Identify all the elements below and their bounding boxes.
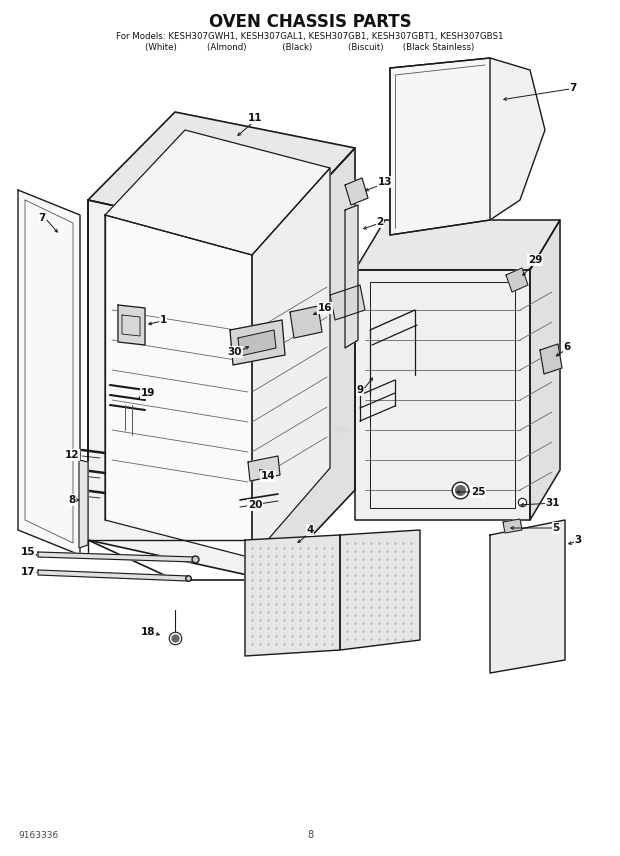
Text: 15: 15 xyxy=(20,547,35,557)
Text: 20: 20 xyxy=(248,500,262,510)
Text: 25: 25 xyxy=(471,487,485,497)
Polygon shape xyxy=(18,190,80,555)
Polygon shape xyxy=(506,268,528,292)
Text: 13: 13 xyxy=(378,177,392,187)
Polygon shape xyxy=(88,200,270,580)
Polygon shape xyxy=(330,285,365,320)
Text: OVEN CHASSIS PARTS: OVEN CHASSIS PARTS xyxy=(209,13,411,31)
Polygon shape xyxy=(490,520,565,673)
Polygon shape xyxy=(530,220,560,520)
Polygon shape xyxy=(355,270,530,520)
Polygon shape xyxy=(88,112,355,240)
Text: 9: 9 xyxy=(356,385,363,395)
Polygon shape xyxy=(245,535,340,656)
Polygon shape xyxy=(238,330,276,356)
Polygon shape xyxy=(79,460,88,548)
Text: 12: 12 xyxy=(64,450,79,460)
Polygon shape xyxy=(270,148,355,580)
Polygon shape xyxy=(390,58,490,235)
Text: 30: 30 xyxy=(228,347,242,357)
Text: 14: 14 xyxy=(260,471,275,481)
Text: (White)           (Almond)             (Black)             (Biscuit)       (Blac: (White) (Almond) (Black) (Biscuit) (Blac xyxy=(145,43,475,51)
Text: 7: 7 xyxy=(569,83,577,93)
Text: 31: 31 xyxy=(546,498,560,508)
Polygon shape xyxy=(105,130,330,255)
Text: 3: 3 xyxy=(574,535,582,545)
Polygon shape xyxy=(345,178,368,205)
Polygon shape xyxy=(105,215,252,558)
Polygon shape xyxy=(540,344,562,374)
Polygon shape xyxy=(290,306,322,338)
Text: 19: 19 xyxy=(141,388,155,398)
Polygon shape xyxy=(118,305,145,345)
Text: 17: 17 xyxy=(20,567,35,577)
Polygon shape xyxy=(230,320,285,365)
Text: 8: 8 xyxy=(307,830,313,840)
Text: eReplacementParts.com: eReplacementParts.com xyxy=(231,425,350,435)
Polygon shape xyxy=(38,570,188,581)
Text: 2: 2 xyxy=(376,217,384,227)
Text: 5: 5 xyxy=(552,523,560,533)
Polygon shape xyxy=(390,58,545,235)
Text: 11: 11 xyxy=(248,113,262,123)
Text: 8: 8 xyxy=(68,495,76,505)
Text: 9163336: 9163336 xyxy=(18,831,58,840)
Text: 6: 6 xyxy=(564,342,570,352)
Text: 18: 18 xyxy=(141,627,155,637)
Text: 7: 7 xyxy=(38,213,46,223)
Polygon shape xyxy=(248,456,280,481)
Polygon shape xyxy=(38,552,195,562)
Text: For Models: KESH307GWH1, KESH307GAL1, KESH307GB1, KESH307GBT1, KESH307GBS1: For Models: KESH307GWH1, KESH307GAL1, KE… xyxy=(117,32,503,40)
Text: 1: 1 xyxy=(159,315,167,325)
Polygon shape xyxy=(503,519,522,533)
Text: 4: 4 xyxy=(306,525,314,535)
Polygon shape xyxy=(355,220,560,270)
Polygon shape xyxy=(252,168,330,558)
Polygon shape xyxy=(345,205,358,348)
Text: 29: 29 xyxy=(528,255,542,265)
Text: 16: 16 xyxy=(317,303,332,313)
Polygon shape xyxy=(340,530,420,650)
